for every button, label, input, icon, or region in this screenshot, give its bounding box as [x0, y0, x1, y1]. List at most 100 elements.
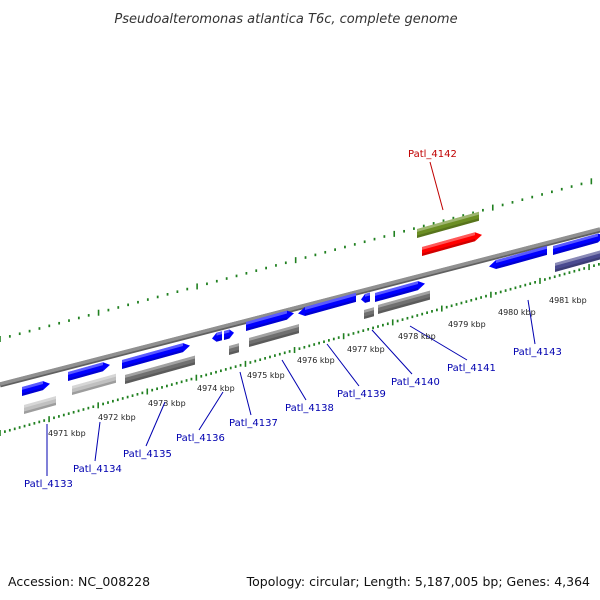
leader-line-11	[429, 161, 444, 211]
scale-label-4971: 4971 kbp	[48, 429, 86, 438]
feature-shade	[378, 297, 430, 314]
feature-highlight	[496, 245, 547, 263]
feature-shade	[417, 218, 479, 238]
feature-box	[125, 355, 195, 384]
feature-arrow	[489, 245, 547, 270]
box-dark-5	[249, 324, 299, 347]
feature-arrow	[553, 233, 600, 255]
gene-label-patl-4142[interactable]: Patl_4142	[408, 149, 457, 160]
box-light-1	[24, 396, 56, 414]
cds-patl-4139	[298, 292, 356, 317]
feature-highlight	[375, 281, 418, 296]
scale-label-4972: 4972 kbp	[98, 413, 136, 422]
leader-line-4	[198, 391, 224, 431]
scale-label-4979: 4979 kbp	[448, 320, 486, 329]
feature-box	[249, 324, 299, 347]
feature-box	[72, 373, 116, 395]
feature-box	[417, 211, 479, 238]
feature-shade	[553, 240, 598, 255]
gene-label-patl-4135[interactable]: Patl_4135	[123, 449, 172, 460]
map-title: Pseudoalteromonas atlantica T6c, complet…	[114, 12, 457, 27]
feature-highlight	[422, 232, 475, 250]
feature-highlight	[24, 396, 56, 408]
feature-highlight	[553, 233, 598, 249]
scale-label-4978: 4978 kbp	[398, 332, 436, 341]
feature-highlight	[68, 362, 103, 375]
scale-label-4973: 4973 kbp	[148, 399, 186, 408]
feature-arrow	[361, 292, 370, 303]
feature-shade	[24, 402, 56, 414]
cds-patl-4140	[361, 292, 370, 303]
feature-shade	[305, 299, 356, 317]
gene-label-patl-4136[interactable]: Patl_4136	[176, 433, 225, 444]
feature-shade	[496, 252, 547, 270]
leader-line-7	[326, 343, 360, 387]
feature-shade	[365, 298, 370, 303]
leader-line-5	[239, 371, 252, 416]
gene-label-patl-4133[interactable]: Patl_4133	[24, 479, 73, 490]
feature-box	[364, 307, 374, 319]
gene-label-patl-4137[interactable]: Patl_4137	[229, 418, 278, 429]
cds-patl-4133	[22, 381, 50, 396]
leader-line-9	[409, 325, 468, 361]
cds-patl-4137	[224, 329, 234, 340]
feature-highlight	[122, 343, 183, 363]
feature-highlight	[229, 343, 239, 349]
scale-label-4981: 4981 kbp	[549, 296, 587, 305]
scale-labels: 4971 kbp 4972 kbp 4973 kbp 4974 kbp 4975…	[48, 296, 587, 438]
genome-summary-text: Topology: circular; Length: 5,187,005 bp…	[246, 574, 590, 589]
feature-arrow	[122, 343, 190, 369]
feature-highlight	[365, 292, 370, 297]
gene-label-patl-4140[interactable]: Patl_4140	[391, 377, 440, 388]
feature-shade	[364, 313, 374, 319]
rna-patl-4142	[422, 232, 482, 256]
feature-arrow	[298, 292, 356, 317]
box-purple-8	[555, 249, 600, 272]
gene-label-patl-4138[interactable]: Patl_4138	[285, 403, 334, 414]
feature-shade	[68, 368, 103, 381]
feature-highlight	[249, 324, 299, 341]
feature-highlight	[125, 355, 195, 378]
feature-box	[378, 290, 430, 314]
feature-arrow	[224, 329, 234, 340]
tick-track-lower	[0, 263, 600, 436]
box-light-2	[72, 373, 116, 395]
feature-box	[555, 249, 600, 272]
feature-highlight	[246, 310, 287, 325]
feature-shade	[216, 337, 222, 342]
gene-label-patl-4141[interactable]: Patl_4141	[447, 363, 496, 374]
cds-patl-4136	[212, 331, 222, 342]
feature-shade	[22, 387, 43, 396]
feature-arrow	[422, 232, 482, 256]
box-dark-7	[378, 290, 430, 314]
feature-highlight	[378, 290, 430, 308]
scale-label-4975: 4975 kbp	[247, 371, 285, 380]
gene-label-patl-4143[interactable]: Patl_4143	[513, 347, 562, 358]
leader-line-2	[94, 421, 101, 462]
feature-arrow	[246, 310, 294, 331]
feature-shade	[422, 238, 475, 256]
feature-highlight	[224, 329, 230, 334]
feature-highlight	[305, 292, 356, 310]
gene-labels: Patl_4133 Patl_4134 Patl_4135 Patl_4136 …	[24, 149, 562, 490]
feature-highlight	[72, 373, 116, 389]
feature-shade	[246, 317, 287, 331]
feature-shade	[125, 362, 195, 384]
backbone-line	[0, 227, 600, 386]
feature-highlight	[22, 381, 43, 390]
cds-patl-4135	[122, 343, 190, 369]
gene-label-patl-4134[interactable]: Patl_4134	[73, 464, 122, 475]
box-dark-6	[364, 307, 374, 319]
cds-patl-4144	[553, 233, 600, 255]
scale-label-4977: 4977 kbp	[347, 345, 385, 354]
cds-patl-4141	[375, 281, 425, 302]
leader-line-6	[281, 359, 307, 401]
feature-box	[24, 396, 56, 414]
gene-label-patl-4139[interactable]: Patl_4139	[337, 389, 386, 400]
feature-tracks	[22, 211, 600, 414]
label-leader-lines	[46, 161, 536, 476]
feature-arrow	[22, 381, 50, 396]
feature-highlight	[555, 249, 600, 266]
feature-shade	[224, 335, 230, 340]
scale-label-4976: 4976 kbp	[297, 356, 335, 365]
